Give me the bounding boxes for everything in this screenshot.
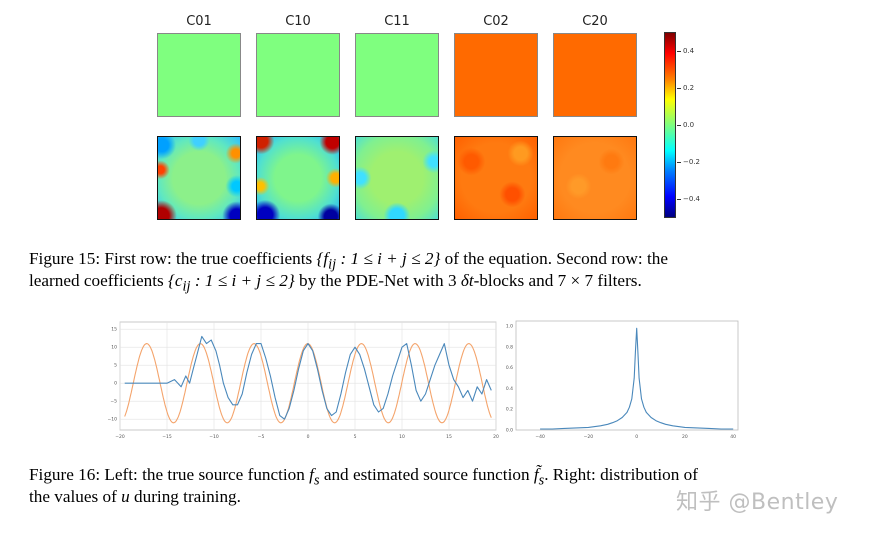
caption-math-subscript: ij [328,256,337,273]
learned-coefficient-heatmap-c01 [157,136,241,220]
y-tick-label: −5 [110,399,117,405]
colorbar-tick-label: 0.2 [683,83,695,92]
colorbar [664,32,676,218]
caption-math: u [121,487,130,506]
y-tick-label: −10 [108,417,118,423]
distribution-chart: −40 −20 0 20 40 1.0 0.8 0.6 0.4 0.2 0.0 [506,316,742,444]
x-tick-label: 20 [493,434,499,440]
caption-math: : 1 ≤ i + j ≤ 2} [190,271,295,290]
watermark: 知乎 @Bentley [676,490,839,515]
series-line-2 [124,335,492,420]
column-title-c10: C10 [285,14,311,29]
colorbar-tick-mark [677,199,681,201]
column-title-c01: C01 [186,14,212,29]
figure-16-caption-line-1: Figure 16: Left: the true source functio… [29,464,698,491]
caption-text: of the equation. Second row: the [440,249,669,268]
caption-math: f [309,465,314,484]
caption-text: by the PDE-Net with 3 [294,271,461,290]
colorbar-tick-label: 0.0 [683,121,695,129]
true-coefficient-tile-c01 [157,33,241,117]
x-tick-label: 40 [730,434,736,440]
y-tick-label: 0.4 [506,386,513,392]
caption-math: {f [316,249,329,268]
caption-math-subscript: ij [182,278,191,295]
colorbar-tick-label: −0.4 [683,195,700,204]
x-tick-label: 0 [635,434,638,440]
chart-background [106,316,502,444]
caption-text: the values of [29,487,122,506]
learned-coefficient-heatmap-c20 [553,136,637,220]
caption-math-subscript: s [313,472,320,489]
x-tick-label: −15 [162,434,172,440]
x-tick-label: −10 [209,434,219,440]
caption-text: -blocks and 7 × 7 filters. [473,271,642,290]
figure-15: C01 C10 C11 C02 C20 0.4 0.2 0.0 −0.2 −0.4 [0,0,873,230]
colorbar-tick-mark [677,87,681,89]
colorbar-tick-mark [677,50,681,52]
y-tick-label: 0.6 [506,365,513,371]
figure-16-caption-line-2: the values of u during training. [29,486,241,507]
figure-15-caption-line-1: Figure 15: First row: the true coefficie… [29,248,668,275]
y-tick-label: 15 [111,327,117,333]
y-tick-label: 0.2 [506,407,513,413]
column-title-c02: C02 [483,14,509,29]
x-tick-label: 20 [682,434,688,440]
series-line-1 [540,327,734,430]
x-tick-label: 15 [446,434,452,440]
caption-math: f̃ [533,465,539,484]
colorbar-tick-mark [677,125,681,126]
source-function-chart: −20 −15 −10 −5 0 5 10 15 20 15 10 5 0 −5 −10 [106,316,502,444]
x-tick-label: −20 [115,434,125,440]
y-tick-label: 0.0 [506,428,513,434]
caption-text: during training. [129,487,241,506]
column-title-c11: C11 [384,14,410,29]
true-coefficient-tile-c20 [553,33,637,117]
true-coefficient-tile-c10 [256,33,340,117]
caption-math: {c [168,271,183,290]
true-coefficient-tile-c02 [454,33,538,117]
true-coefficient-tile-c11 [355,33,439,117]
caption-text: and estimated source function [319,465,534,484]
y-tick-label: 0 [114,381,117,387]
colorbar-tick-label: 0.4 [683,46,695,55]
x-tick-label: −20 [584,434,594,440]
x-tick-label: 10 [399,434,405,440]
learned-coefficient-heatmap-c10 [256,136,340,220]
y-tick-label: 1.0 [506,324,513,330]
caption-math: : 1 ≤ i + j ≤ 2} [336,249,441,268]
plot-frame [515,320,739,431]
y-tick-label: 10 [111,345,117,351]
colorbar-tick-mark [677,162,681,164]
x-tick-label: 5 [354,434,357,440]
x-tick-label: −40 [535,434,545,440]
y-tick-label: 0.8 [506,344,513,350]
x-tick-label: −5 [258,434,265,440]
chart-background [506,316,742,444]
caption-math-subscript: s [538,472,545,489]
caption-text: learned coefficients [29,271,169,290]
caption-text: Figure 16: Left: the true source functio… [29,465,310,484]
figure-15-caption-line-2: learned coefficients {cij : 1 ≤ i + j ≤ … [29,270,642,297]
learned-coefficient-heatmap-c02 [454,136,538,220]
y-tick-label: 5 [114,363,117,369]
column-title-c20: C20 [582,14,608,29]
caption-text: . Right: distribution of [544,465,698,484]
caption-math: δt [460,271,474,290]
colorbar-tick-label: −0.2 [683,158,700,167]
caption-text: Figure 15: First row: the true coefficie… [29,249,317,268]
x-tick-label: 0 [307,434,310,440]
learned-coefficient-heatmap-c11 [355,136,439,220]
